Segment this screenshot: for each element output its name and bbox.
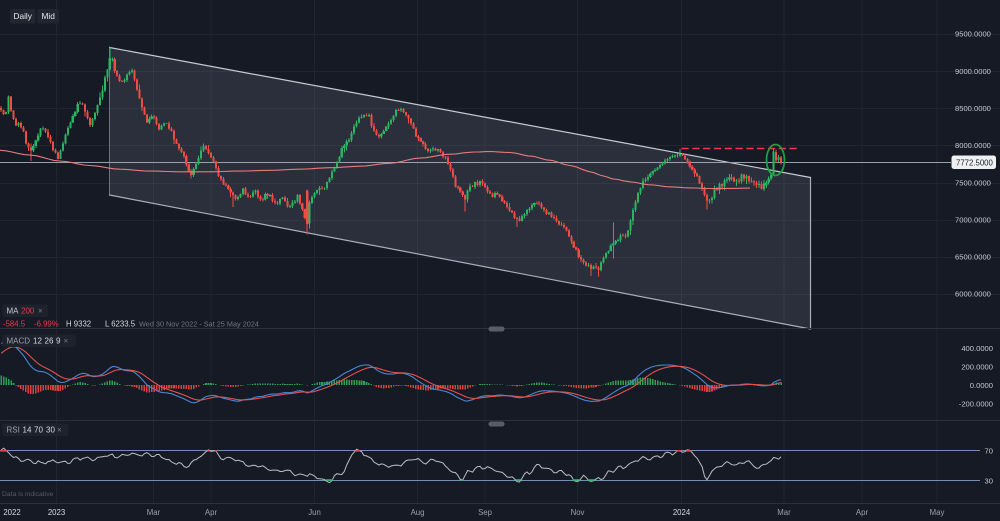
svg-text:26: 26 bbox=[45, 337, 54, 346]
svg-text:H 9332: H 9332 bbox=[66, 320, 91, 329]
svg-text:7772.5000: 7772.5000 bbox=[956, 158, 994, 167]
svg-text:Data is indicative: Data is indicative bbox=[2, 491, 54, 498]
svg-text:30: 30 bbox=[46, 426, 55, 435]
svg-text:Sep: Sep bbox=[478, 508, 493, 517]
svg-text:Daily: Daily bbox=[13, 11, 32, 21]
svg-text:Apr: Apr bbox=[856, 508, 869, 517]
svg-text:×: × bbox=[57, 426, 62, 435]
svg-text:-584.5: -584.5 bbox=[3, 320, 26, 329]
svg-text:8500.0000: 8500.0000 bbox=[955, 104, 991, 113]
svg-text:2023: 2023 bbox=[48, 508, 65, 517]
svg-text:Mid: Mid bbox=[42, 11, 56, 21]
svg-text:-6.99%: -6.99% bbox=[34, 320, 59, 329]
svg-text:6500.0000: 6500.0000 bbox=[955, 253, 991, 262]
svg-text:70: 70 bbox=[985, 446, 993, 455]
svg-text:×: × bbox=[64, 337, 69, 346]
svg-text:Aug: Aug bbox=[411, 508, 425, 517]
svg-text:7500.0000: 7500.0000 bbox=[955, 178, 991, 187]
svg-text:200.0000: 200.0000 bbox=[961, 362, 993, 371]
svg-text:9000.0000: 9000.0000 bbox=[955, 67, 991, 76]
svg-text:7000.0000: 7000.0000 bbox=[955, 215, 991, 224]
svg-text:Nov: Nov bbox=[571, 508, 585, 517]
svg-text:Jun: Jun bbox=[308, 508, 321, 517]
svg-text:MACD: MACD bbox=[7, 337, 31, 346]
svg-text:30: 30 bbox=[985, 476, 993, 485]
svg-text:9500.0000: 9500.0000 bbox=[955, 30, 991, 39]
svg-text:2024: 2024 bbox=[673, 508, 691, 517]
svg-text:Wed 30 Nov 2022 - Sat 25 May 2: Wed 30 Nov 2022 - Sat 25 May 2024 bbox=[139, 320, 259, 329]
svg-text:RSI: RSI bbox=[7, 426, 20, 435]
svg-text:0.0000: 0.0000 bbox=[970, 381, 993, 390]
svg-text:×: × bbox=[38, 307, 43, 316]
svg-text:MA: MA bbox=[7, 307, 20, 316]
svg-text:-200.0000: -200.0000 bbox=[959, 399, 993, 408]
svg-text:Apr: Apr bbox=[205, 508, 218, 517]
svg-text:8000.0000: 8000.0000 bbox=[955, 141, 991, 150]
svg-text:400.0000: 400.0000 bbox=[961, 344, 993, 353]
svg-text:May: May bbox=[930, 508, 945, 517]
svg-text:70: 70 bbox=[34, 426, 43, 435]
svg-text:L 6233.5: L 6233.5 bbox=[105, 320, 136, 329]
svg-text:6000.0000: 6000.0000 bbox=[955, 290, 991, 299]
svg-text:12: 12 bbox=[33, 337, 42, 346]
svg-text:14: 14 bbox=[23, 426, 32, 435]
svg-text:Mar: Mar bbox=[147, 508, 161, 517]
svg-text:Mar: Mar bbox=[777, 508, 791, 517]
svg-text:2022: 2022 bbox=[3, 508, 20, 517]
svg-text:200: 200 bbox=[21, 307, 35, 316]
svg-text:9: 9 bbox=[56, 337, 61, 346]
